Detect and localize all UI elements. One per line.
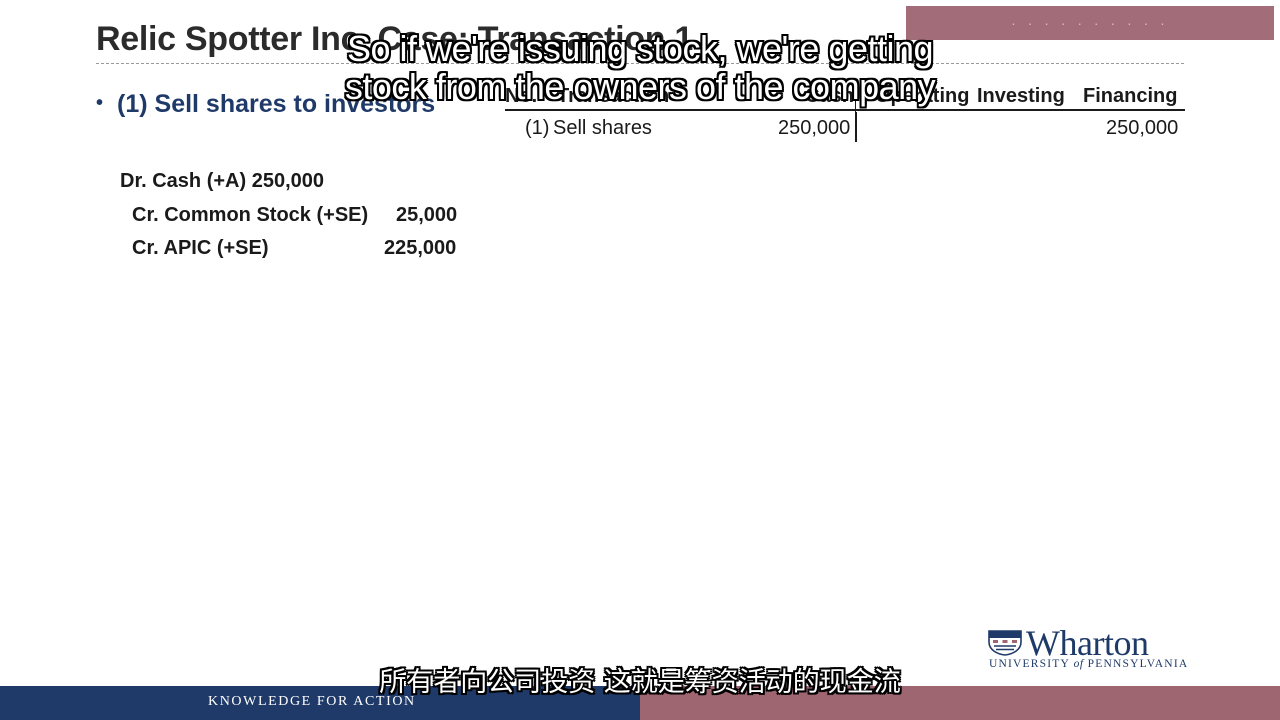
- footer-tagline: KNOWLEDGE FOR ACTION: [208, 694, 416, 709]
- cell-financing: 250,000: [1106, 117, 1179, 139]
- bullet-text: (1) Sell shares to investors: [117, 90, 436, 118]
- header-investing: Investing: [977, 85, 1065, 107]
- shield-icon: [988, 630, 1022, 656]
- logo-sub-of: of: [1073, 658, 1084, 670]
- cash-flow-table: No. Transaction Cash Operating Investing…: [505, 85, 1185, 143]
- footer-bar-left: KNOWLEDGE FOR ACTION: [0, 686, 640, 720]
- title-divider: [96, 63, 1184, 64]
- bullet-dot-icon: •: [96, 92, 104, 114]
- subtitle-english-line2: stock from the owners of the company: [344, 66, 936, 107]
- cell-no: (1): [525, 117, 550, 139]
- bullet-item: • (1) Sell shares to investors: [96, 90, 435, 119]
- footer-bar-right: [640, 686, 1280, 720]
- subtitle-chinese: 所有者向公司投资 这就是筹资活动的现金流: [379, 667, 901, 698]
- watermark-box: · · · · · · · · · ·: [906, 6, 1274, 40]
- header-no: No.: [505, 85, 538, 107]
- watermark-text: · · · · · · · · · ·: [1011, 15, 1169, 31]
- column-divider: [855, 80, 856, 112]
- subtitle-english-line1: So if we're issuing stock, we're getting: [346, 28, 934, 69]
- cell-transaction: Sell shares: [553, 117, 652, 139]
- logo-subline: UNIVERSITY of PENNSYLVANIA: [989, 658, 1188, 670]
- text-cursor: [855, 112, 857, 142]
- header-financing: Financing: [1083, 85, 1178, 107]
- header-operating: Operating: [875, 85, 970, 107]
- logo-sub-university: UNIVERSITY: [989, 658, 1074, 670]
- cell-cash: 250,000: [778, 117, 851, 139]
- logo-wordmark: Wharton: [1026, 623, 1149, 663]
- journal-credit-apic-amount: 225,000: [384, 237, 457, 259]
- table-row: (1) Sell shares 250,000 250,000: [505, 111, 1185, 143]
- table-header: No. Transaction Cash Operating Investing…: [505, 85, 1185, 111]
- header-cash: Cash: [805, 85, 854, 107]
- journal-credit-common-stock-amount: 25,000: [396, 204, 458, 226]
- slide-title: Relic Spotter Inc. Case: Transaction 1: [96, 20, 694, 58]
- journal-debit: Dr. Cash (+A) 250,000: [120, 170, 324, 192]
- wharton-logo: Wharton UNIVERSITY of PENNSYLVANIA: [988, 623, 1188, 672]
- journal-credit-apic: Cr. APIC (+SE): [132, 237, 269, 259]
- journal-credit-common-stock: Cr. Common Stock (+SE): [132, 204, 369, 226]
- logo-sub-pennsylvania: PENNSYLVANIA: [1083, 658, 1189, 670]
- header-transaction: Transaction: [557, 85, 670, 107]
